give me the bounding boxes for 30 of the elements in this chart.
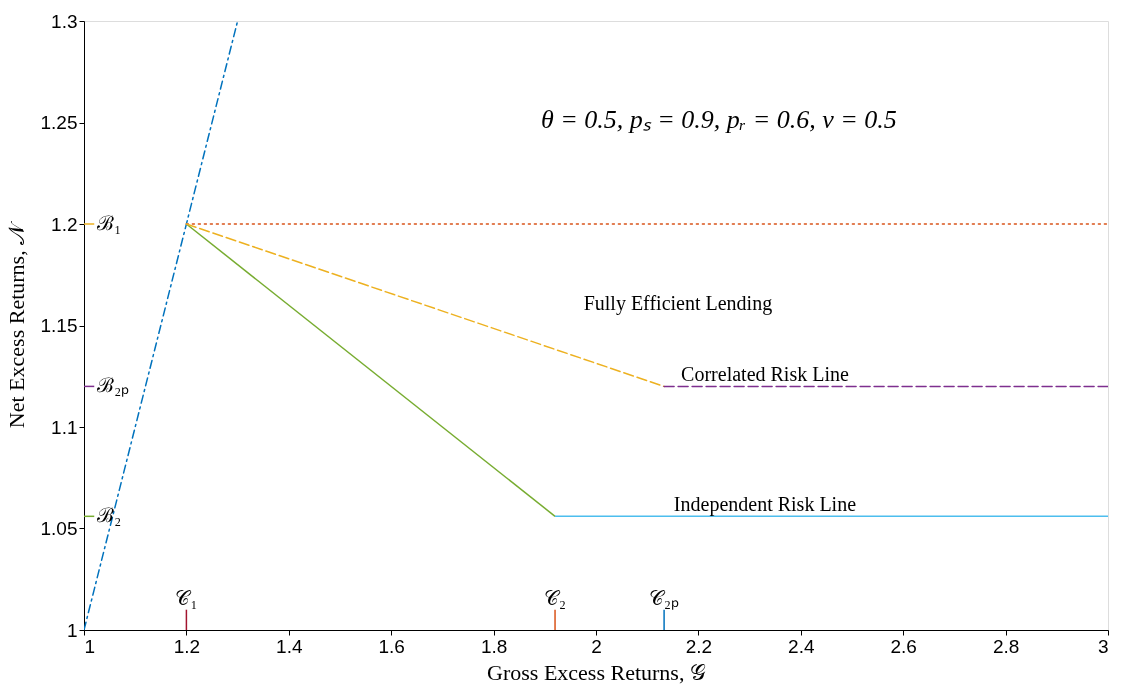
annotation: 𝒞₂ <box>544 586 567 609</box>
annotation: ℬ₂ₚ <box>97 374 130 398</box>
x-tick-label: 1.4 <box>276 635 303 657</box>
y-tick-label: 1 <box>66 619 78 641</box>
x-tick-label: 2.8 <box>992 635 1020 657</box>
y-tick-label: 1.15 <box>40 315 78 336</box>
x-tick-label: 2.6 <box>890 635 917 657</box>
y-tick-label: 1.1 <box>51 416 78 438</box>
annotation: ℬ₁ <box>97 212 122 234</box>
y-tick-label: 1.25 <box>40 112 78 133</box>
y-tick-label: 1.05 <box>40 518 78 539</box>
y-tick-label: 1.3 <box>51 10 78 32</box>
x-tick-label: 2 <box>591 635 602 657</box>
x-tick-label: 1.2 <box>173 635 201 657</box>
y-tick-label: 1.2 <box>51 213 78 235</box>
annotation: 𝒞₁ <box>175 586 198 609</box>
y-axis-title: Net Excess Returns, 𝒩 <box>3 220 29 429</box>
x-tick-label: 3 <box>1097 635 1109 657</box>
annotation: 𝒞₂ₚ <box>649 586 680 610</box>
x-tick-label: 2.4 <box>788 635 815 657</box>
annotation: Correlated Risk Line <box>681 363 849 386</box>
annotation: θ = 0.5, pₛ = 0.9, pᵣ = 0.6, v = 0.5 <box>540 105 897 135</box>
x-tick-label: 1 <box>84 635 96 657</box>
x-tick-label: 1.6 <box>378 635 405 657</box>
x-tick-label: 1.8 <box>480 635 508 657</box>
annotation: ℬ₂ <box>97 504 122 527</box>
x-tick-label: 2.2 <box>685 635 713 657</box>
annotation: Independent Risk Line <box>673 493 857 517</box>
x-axis-title: Gross Excess Returns, 𝒢 <box>487 659 706 685</box>
annotation: Fully Efficient Lending <box>583 291 773 315</box>
